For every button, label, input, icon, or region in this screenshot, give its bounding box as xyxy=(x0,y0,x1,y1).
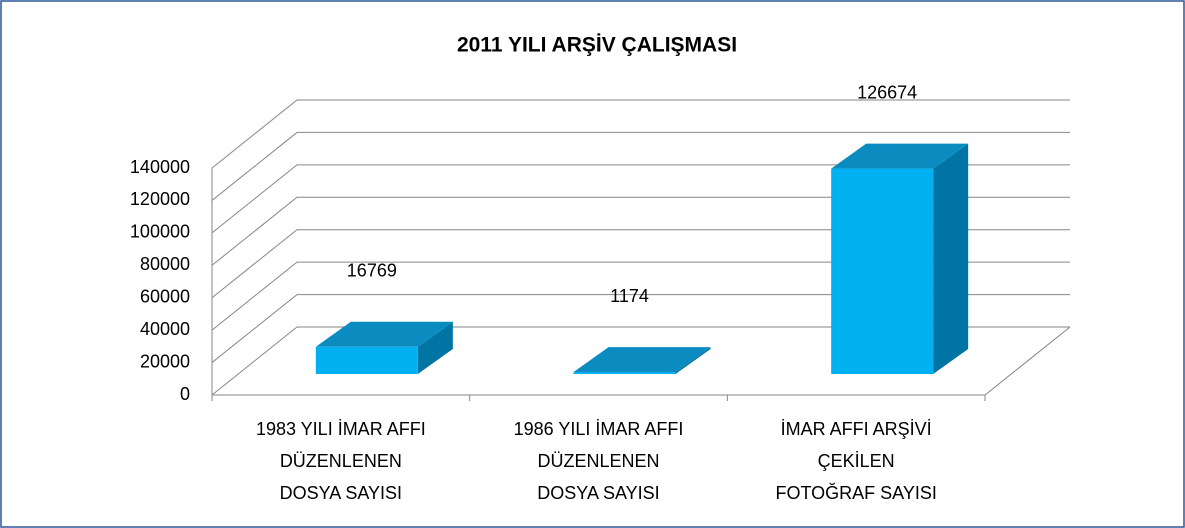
grid-line xyxy=(211,164,1070,234)
bar-top xyxy=(315,321,453,347)
y-tick-label: 100000 xyxy=(130,222,190,242)
x-tick-label: DÜZENLENEN xyxy=(537,451,659,471)
bar-side xyxy=(675,347,711,374)
x-tick-label: DOSYA SAYISI xyxy=(537,483,659,503)
x-tick-label: 1983 YILI İMAR AFFI xyxy=(256,419,426,439)
grid-line xyxy=(211,196,1070,266)
grid-line xyxy=(211,229,1070,299)
bar-front xyxy=(315,346,418,374)
y-tick-label: 0 xyxy=(180,384,190,404)
grid-line xyxy=(211,326,1070,396)
x-tick-label: DOSYA SAYISI xyxy=(280,483,402,503)
bar-top xyxy=(573,347,711,373)
x-tick-label: ÇEKİLEN xyxy=(818,451,895,471)
bar-front xyxy=(831,168,934,374)
x-tick-label: İMAR AFFI ARŞİVİ xyxy=(781,419,932,439)
x-tick-label: 1986 YILI İMAR AFFI xyxy=(514,419,684,439)
grid-line xyxy=(211,294,1070,363)
y-tick-label: 120000 xyxy=(130,189,190,209)
grid-line xyxy=(211,261,1070,331)
bar-side xyxy=(417,321,453,374)
bar-front xyxy=(573,372,676,374)
value-label: 16769 xyxy=(347,261,397,281)
chart-title: 2011 YILI ARŞİV ÇALIŞMASI xyxy=(457,34,737,57)
y-tick-label: 60000 xyxy=(140,286,190,306)
grid-line xyxy=(211,131,1070,201)
x-tick-label: FOTOĞRAF SAYISI xyxy=(775,482,936,503)
x-tick-label: DÜZENLENEN xyxy=(280,451,402,471)
y-tick-label: 20000 xyxy=(140,351,190,371)
y-tick-label: 40000 xyxy=(140,319,190,339)
value-label: 126674 xyxy=(857,82,917,102)
grid-line xyxy=(211,99,1070,169)
value-label: 1174 xyxy=(610,286,649,306)
floor-edge xyxy=(984,326,1071,396)
bar-side xyxy=(933,143,969,374)
y-tick-label: 140000 xyxy=(130,157,190,177)
bar-top xyxy=(831,143,969,169)
y-tick-label: 80000 xyxy=(140,254,190,274)
